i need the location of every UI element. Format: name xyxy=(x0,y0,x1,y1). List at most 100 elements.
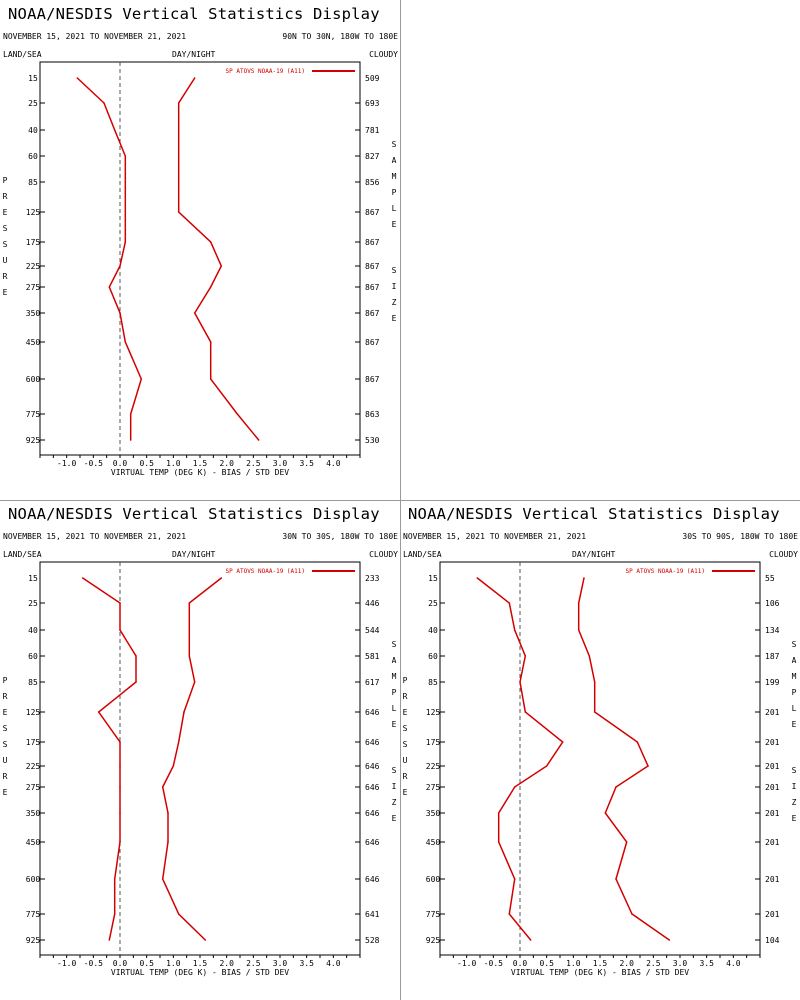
bias-series-line xyxy=(476,577,564,941)
stddev-point xyxy=(577,602,580,604)
pressure-label-letter: R xyxy=(402,772,408,781)
stddev-point xyxy=(668,939,671,941)
bias-point xyxy=(497,841,500,843)
bias-point xyxy=(113,913,116,915)
pressure-level-label: 225 xyxy=(426,762,441,771)
stddev-point xyxy=(167,841,169,843)
size-label-letter: S xyxy=(391,266,397,275)
pressure-level-label: 600 xyxy=(26,375,41,384)
stddev-point xyxy=(172,765,175,767)
x-tick-label: 1.5 xyxy=(193,959,208,968)
pressure-label-letter: S xyxy=(2,224,8,233)
stddev-point xyxy=(188,629,191,631)
stddev-point xyxy=(220,577,223,579)
bias-point xyxy=(513,878,516,880)
stddev-point xyxy=(177,741,180,743)
sample-size-label: 446 xyxy=(365,599,380,608)
x-tick-label: -1.0 xyxy=(57,459,76,468)
bias-point xyxy=(529,939,532,941)
pressure-level-label: 600 xyxy=(26,875,41,884)
pressure-level-label: 775 xyxy=(426,910,441,919)
bias-point xyxy=(76,77,79,79)
sample-size-label: 106 xyxy=(765,599,780,608)
bias-point xyxy=(124,341,127,343)
bias-point xyxy=(113,129,116,131)
day-night-label: DAY/NIGHT xyxy=(572,550,616,559)
size-label-letter: E xyxy=(391,814,397,823)
pressure-level-label: 175 xyxy=(426,738,441,747)
sample-size-label: 646 xyxy=(365,875,380,884)
sample-label-letter: L xyxy=(391,204,397,213)
bias-point xyxy=(508,602,511,604)
pressure-label-letter: S xyxy=(2,740,8,749)
bias-point xyxy=(524,711,527,713)
pressure-label-letter: R xyxy=(2,692,8,701)
bias-point xyxy=(103,102,105,104)
sample-label-letter: L xyxy=(791,704,797,713)
x-tick-label: 0.0 xyxy=(513,959,528,968)
pressure-label-letter: U xyxy=(2,756,8,765)
bias-point xyxy=(135,655,137,657)
size-label-letter: Z xyxy=(791,798,797,807)
stddev-point xyxy=(177,211,180,213)
x-tick-label: 1.0 xyxy=(566,959,581,968)
stddev-series-line xyxy=(177,77,260,441)
day-night-label: DAY/NIGHT xyxy=(172,550,216,559)
pressure-level-label: 60 xyxy=(428,652,438,661)
stddev-point xyxy=(177,913,180,915)
land-sea-label: LAND/SEA xyxy=(3,50,42,59)
date-range: NOVEMBER 15, 2021 TO NOVEMBER 21, 2021 xyxy=(3,532,187,541)
stddev-point xyxy=(177,102,180,104)
size-label-letter: I xyxy=(791,782,797,791)
pressure-level-label: 25 xyxy=(28,599,38,608)
sample-size-label: 233 xyxy=(365,574,380,583)
pressure-label-letter: E xyxy=(402,788,408,797)
sample-size-label: 201 xyxy=(765,809,780,818)
sample-size-label: 201 xyxy=(765,708,780,717)
sample-size-label: 201 xyxy=(765,838,780,847)
bias-point xyxy=(119,602,121,604)
pressure-level-label: 600 xyxy=(426,875,441,884)
bias-point xyxy=(119,741,121,743)
sample-label-letter: S xyxy=(391,140,397,149)
sample-size-label: 867 xyxy=(365,375,380,384)
x-axis-label: VIRTUAL TEMP (DEG K) - BIAS / STD DEV xyxy=(511,968,689,977)
sample-size-label: 201 xyxy=(765,910,780,919)
stddev-point xyxy=(161,786,164,788)
pressure-level-label: 225 xyxy=(26,762,41,771)
sample-size-label: 867 xyxy=(365,283,380,292)
pressure-level-label: 85 xyxy=(28,178,38,187)
size-label-letter: S xyxy=(391,766,397,775)
x-tick-label: 2.0 xyxy=(219,459,234,468)
x-tick-label: -0.5 xyxy=(84,459,103,468)
pressure-level-label: 925 xyxy=(26,936,41,945)
date-range: NOVEMBER 15, 2021 TO NOVEMBER 21, 2021 xyxy=(3,32,187,41)
bias-point xyxy=(119,312,121,314)
region-label: 30S TO 90S, 180W TO 180E xyxy=(682,532,798,541)
sample-size-label: 641 xyxy=(365,910,380,919)
stats-panel-south: NOAA/NESDIS Vertical Statistics Display N… xyxy=(400,500,800,1000)
bias-point xyxy=(119,841,121,843)
bias-point xyxy=(119,765,121,767)
x-tick-label: 0.5 xyxy=(539,959,554,968)
bias-point xyxy=(545,765,548,767)
sample-label-letter: S xyxy=(391,640,397,649)
x-tick-label: 3.0 xyxy=(673,959,688,968)
pressure-label-letter: U xyxy=(2,256,8,265)
sample-size-label: 646 xyxy=(365,809,380,818)
sample-size-label: 201 xyxy=(765,738,780,747)
bias-point xyxy=(129,439,132,441)
x-tick-label: 3.5 xyxy=(699,959,714,968)
stddev-point xyxy=(625,841,628,843)
sample-label-letter: A xyxy=(391,156,397,165)
bias-point xyxy=(113,878,116,880)
x-tick-label: 2.5 xyxy=(246,959,261,968)
x-tick-label: 2.5 xyxy=(246,459,261,468)
legend-label: SP ATOVS NOAA-19 (A11) xyxy=(626,568,705,575)
plot-svg: -1.0 -0.5 0.0 0.5 1.0 1.5 2.0 2.5 3.0 3.5 4.0 VIRTU… xyxy=(26,61,380,477)
plot-svg: -1.0 -0.5 0.0 0.5 1.0 1.5 2.0 2.5 3.0 3.5 4.0 VIRTU… xyxy=(26,561,380,977)
pressure-label-letter: U xyxy=(402,756,408,765)
